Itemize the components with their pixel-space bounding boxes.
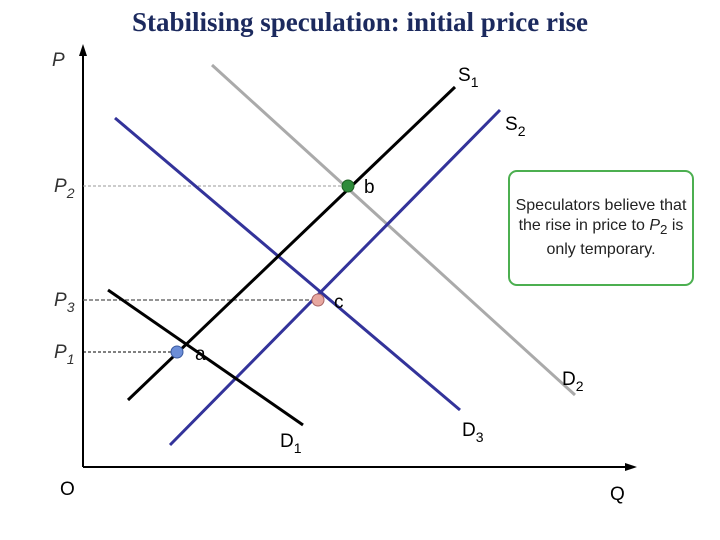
curve-label: S2 — [505, 114, 526, 139]
text-part: 2 — [659, 222, 668, 238]
y-arrow — [79, 44, 87, 56]
callout: Speculators believe that the rise in pri… — [508, 170, 694, 286]
x-axis-label: Q — [610, 484, 625, 505]
text-part: 1 — [67, 351, 75, 367]
text-part: D — [462, 420, 476, 441]
point-label: a — [195, 344, 206, 365]
curve-label: D2 — [562, 369, 584, 394]
point-label: c — [334, 292, 344, 313]
title: Stabilising speculation: initial price r… — [132, 7, 588, 37]
x-arrow — [625, 463, 637, 471]
origin-label: O — [60, 479, 75, 500]
text-part: S — [458, 65, 471, 86]
d2-curve — [210, 63, 577, 397]
s2-curve — [168, 108, 502, 447]
text-part: P — [54, 176, 67, 197]
point-c — [311, 293, 325, 307]
text-part: P — [54, 290, 67, 311]
text-part: D — [280, 431, 294, 452]
d1-curve — [107, 288, 304, 427]
text-part: Speculators believe that the rise in pri… — [515, 196, 687, 234]
point-a — [170, 345, 184, 359]
text-part: 3 — [476, 429, 484, 445]
text-part: 1 — [471, 74, 479, 90]
curve-label: D3 — [462, 420, 484, 445]
text-part: P — [649, 216, 660, 234]
curve-label: D1 — [280, 431, 302, 456]
d3-curve — [114, 116, 461, 412]
text-part: is only temporary. — [546, 216, 684, 259]
price-label: P2 — [54, 176, 75, 201]
text-part: 2 — [66, 185, 75, 201]
text-part: 2 — [518, 123, 526, 139]
y-axis-label: P — [52, 50, 65, 71]
curve-label: S1 — [458, 65, 479, 90]
text-part: D — [562, 369, 576, 390]
price-label: P1 — [54, 342, 74, 367]
s1-curve — [126, 85, 457, 402]
point-label: b — [364, 177, 375, 198]
point-b — [341, 179, 355, 193]
text-part: 2 — [576, 378, 584, 394]
callout-text: Speculators believe that the rise in pri… — [513, 196, 689, 260]
text-part: P — [54, 342, 67, 363]
text-part: S — [505, 114, 518, 135]
text-part: 3 — [67, 299, 75, 315]
price-label: P3 — [54, 290, 75, 315]
text-part: 1 — [294, 440, 302, 456]
